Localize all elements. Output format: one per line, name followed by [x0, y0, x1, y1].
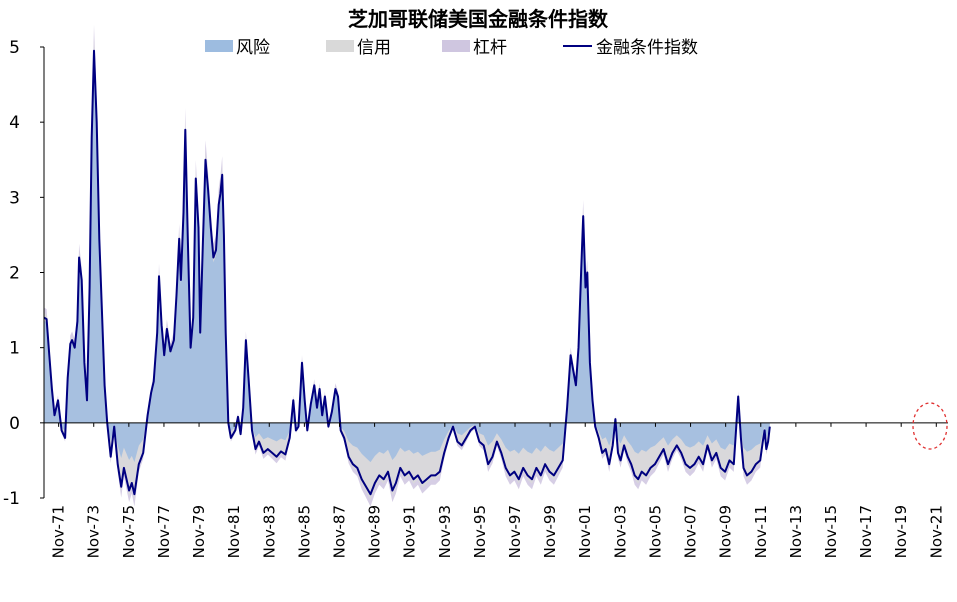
x-tick-label: Nov-83	[260, 505, 278, 558]
y-tick-label: 1	[9, 339, 20, 359]
y-axis-ticks: 5 4 3 2 1 0 -1	[3, 38, 44, 509]
legend-label-risk: 风险	[236, 38, 270, 58]
y-tick-label: 5	[9, 38, 20, 58]
x-tick-label: Nov-99	[541, 505, 559, 558]
x-tick-label: Nov-01	[576, 505, 594, 558]
y-tick-label: 4	[9, 113, 20, 133]
x-tick-label: Nov-21	[927, 505, 945, 558]
highlight-circle	[912, 402, 948, 450]
x-tick-label: Nov-19	[892, 505, 910, 558]
x-tick-label: Nov-87	[330, 505, 348, 558]
x-tick-label: Nov-05	[646, 505, 664, 558]
x-tick-label: Nov-77	[155, 505, 173, 558]
legend-swatch-credit	[326, 40, 354, 52]
legend-label-fci: 金融条件指数	[596, 38, 698, 58]
plot-areas	[44, 24, 770, 507]
x-tick-label: Nov-75	[120, 505, 138, 558]
x-tick-label: Nov-73	[85, 505, 103, 558]
legend-swatch-leverage	[442, 40, 470, 52]
x-tick-label: Nov-97	[506, 505, 524, 558]
chart-title: 芝加哥联储美国金融条件指数	[348, 7, 609, 31]
x-tick-label: Nov-13	[787, 505, 805, 558]
plot-line-group	[43, 49, 771, 496]
x-tick-label: Nov-11	[752, 505, 770, 558]
x-axis-ticks: Nov-71 Nov-73 Nov-75 Nov-77 Nov-79 Nov-81 Nov-…	[50, 422, 945, 558]
legend-label-leverage: 杠杆	[473, 38, 507, 58]
series-line-fci	[43, 49, 771, 496]
x-tick-label: Nov-81	[225, 505, 243, 558]
y-tick-label: 3	[9, 188, 20, 208]
x-tick-label: Nov-89	[366, 505, 384, 558]
y-tick-label: 0	[9, 414, 20, 434]
x-tick-label: Nov-07	[682, 505, 700, 558]
x-tick-label: Nov-09	[717, 505, 735, 558]
x-tick-label: Nov-15	[822, 505, 840, 558]
x-tick-label: Nov-71	[50, 505, 68, 558]
x-tick-label: Nov-91	[401, 505, 419, 558]
x-tick-label: Nov-85	[295, 505, 313, 558]
legend-label-credit: 信用	[357, 38, 391, 58]
y-tick-label: 2	[9, 264, 20, 284]
x-tick-label: Nov-17	[857, 505, 875, 558]
y-tick-label: -1	[3, 489, 20, 509]
legend-swatch-risk	[205, 40, 233, 52]
x-tick-label: Nov-03	[611, 505, 629, 558]
area-risk	[44, 61, 770, 463]
x-tick-label: Nov-95	[471, 505, 489, 558]
x-tick-label: Nov-93	[436, 505, 454, 558]
x-tick-label: Nov-79	[190, 505, 208, 558]
legend: 风险 信用 杠杆 金融条件指数	[205, 38, 698, 58]
